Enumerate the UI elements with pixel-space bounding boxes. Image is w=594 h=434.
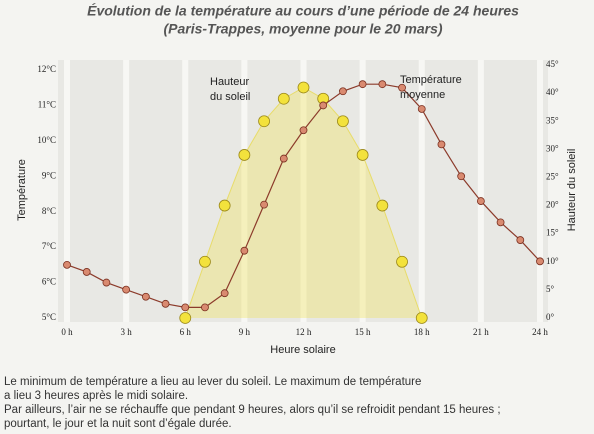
y2-tick-label: 0° bbox=[546, 312, 555, 322]
caption-line: Par ailleurs, l’air ne se réchauffe que … bbox=[4, 404, 501, 416]
y2-tick-label: 15° bbox=[546, 228, 559, 238]
y2-tick-label: 30° bbox=[546, 143, 559, 153]
x-tick-label: 3 h bbox=[121, 327, 133, 337]
marker bbox=[417, 105, 426, 113]
marker bbox=[299, 126, 308, 135]
y-tick-label: 12°C bbox=[37, 64, 56, 74]
marker bbox=[258, 115, 270, 128]
marker bbox=[398, 83, 406, 92]
marker bbox=[220, 289, 229, 298]
marker bbox=[457, 172, 466, 181]
x-tick-label: 15 h bbox=[355, 327, 371, 337]
marker bbox=[516, 236, 525, 244]
marker bbox=[279, 154, 288, 163]
y2-tick-label: 35° bbox=[546, 115, 559, 125]
caption-line: pourtant, le jour et la nuit sont d’égal… bbox=[4, 418, 232, 430]
x-tick-label: 0 h bbox=[61, 327, 73, 337]
marker bbox=[277, 92, 290, 105]
y-tick-label: 11°C bbox=[38, 99, 56, 109]
y2-tick-label: 10° bbox=[546, 256, 559, 266]
x-tick-label: 21 h bbox=[473, 327, 489, 337]
y2-tick-label: 5° bbox=[546, 284, 555, 294]
marker bbox=[199, 255, 211, 268]
marker bbox=[240, 246, 249, 255]
caption-line: Le minimum de température a lieu au leve… bbox=[4, 376, 421, 388]
marker bbox=[496, 218, 505, 227]
x-tick-label: 9 h bbox=[239, 327, 251, 337]
y-tick-label: 7°C bbox=[42, 241, 56, 251]
x-tick-label: 6 h bbox=[180, 327, 192, 337]
annotation: moyenne bbox=[400, 89, 445, 101]
y-axis-label: Température bbox=[16, 159, 28, 221]
marker bbox=[415, 312, 428, 324]
caption-line: a lieu 3 heures après le midi solaire. bbox=[4, 390, 188, 402]
marker bbox=[376, 199, 389, 212]
chart-subtitle: (Paris-Trappes, moyenne pour le 20 mars) bbox=[163, 21, 442, 37]
marker bbox=[358, 80, 367, 89]
annotation: Hauteur bbox=[210, 76, 249, 88]
marker bbox=[179, 312, 192, 324]
y2-tick-label: 45° bbox=[546, 59, 559, 69]
marker bbox=[319, 101, 328, 110]
plot: 0 h 3 h 6 h 9 h 12 h 15 h 18 h 21 h 24 h 5°C 6°C 7°… bbox=[37, 59, 559, 337]
y2-tick-label: 40° bbox=[546, 87, 559, 97]
marker bbox=[82, 268, 91, 276]
y-tick-label: 6°C bbox=[42, 277, 56, 287]
y-tick-label: 5°C bbox=[42, 312, 56, 322]
y-tick-label: 9°C bbox=[42, 170, 56, 180]
marker bbox=[476, 197, 485, 205]
marker bbox=[141, 292, 150, 301]
annotation: Température bbox=[400, 74, 462, 86]
y2-tick-label: 20° bbox=[546, 200, 559, 210]
marker bbox=[63, 260, 71, 269]
marker bbox=[102, 278, 111, 287]
area bbox=[185, 87, 422, 318]
marker bbox=[238, 149, 251, 161]
marker bbox=[378, 80, 387, 89]
marker bbox=[356, 149, 369, 161]
annotation: du soleil bbox=[210, 91, 250, 103]
marker bbox=[437, 140, 446, 149]
marker bbox=[536, 257, 544, 266]
marker bbox=[297, 81, 310, 94]
y-tick-label: 8°C bbox=[42, 206, 56, 216]
marker bbox=[181, 303, 190, 312]
marker bbox=[161, 299, 170, 308]
marker bbox=[122, 285, 131, 294]
y-tick-label: 10°C bbox=[37, 135, 56, 145]
marker bbox=[337, 115, 349, 128]
x-tick-label: 24 h bbox=[532, 327, 548, 337]
chart-title: Évolution de la température au cours d’u… bbox=[87, 3, 519, 19]
y2-tick-label: 25° bbox=[546, 172, 559, 182]
x-tick-label: 18 h bbox=[414, 327, 430, 337]
marker bbox=[201, 303, 209, 312]
marker bbox=[396, 255, 408, 268]
y2-axis-label: Hauteur du soleil bbox=[566, 149, 578, 232]
x-tick-label: 12 h bbox=[296, 327, 312, 337]
marker bbox=[260, 200, 268, 209]
x-axis-label: Heure solaire bbox=[270, 344, 335, 356]
marker bbox=[218, 199, 231, 212]
marker bbox=[339, 87, 347, 96]
